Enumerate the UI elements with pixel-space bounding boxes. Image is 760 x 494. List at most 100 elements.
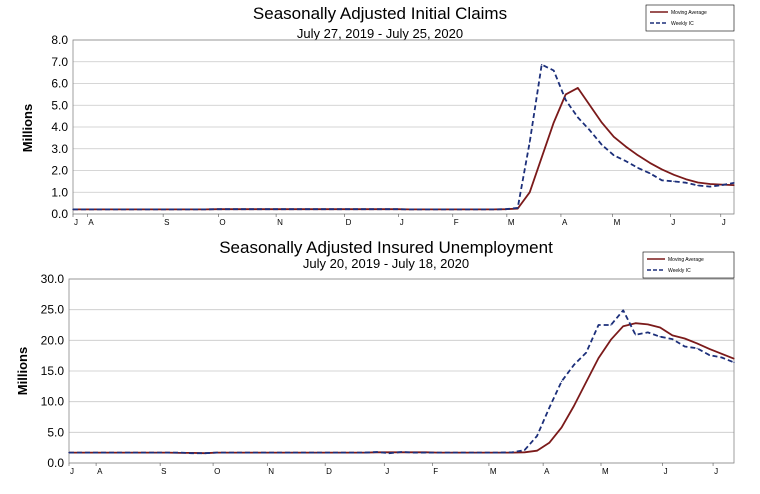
data-point [493, 208, 495, 210]
data-point [324, 208, 326, 210]
data-point [277, 452, 279, 454]
data-point [469, 208, 471, 210]
data-point [312, 208, 314, 210]
data-point [84, 208, 86, 210]
data-point [671, 338, 674, 340]
x-tick-label: J [385, 467, 389, 476]
data-point [661, 168, 663, 170]
data-point [80, 452, 82, 454]
chart-subtitle: July 27, 2019 - July 25, 2020 [297, 26, 463, 41]
data-point [388, 452, 390, 454]
data-point [733, 184, 735, 186]
data-point [400, 451, 403, 453]
data-point [661, 179, 663, 181]
data-point [180, 208, 182, 210]
x-tick-label: O [214, 467, 220, 476]
data-point [216, 208, 218, 210]
data-point [573, 405, 575, 407]
x-tick-label: J [722, 218, 726, 227]
data-point [721, 353, 723, 355]
x-tick-label: D [346, 218, 352, 227]
y-tick-label: 30.0 [41, 272, 65, 286]
x-tick-label: M [490, 467, 497, 476]
data-point [240, 452, 242, 454]
data-point [524, 449, 526, 451]
y-tick-label: 6.0 [51, 77, 68, 91]
data-point [685, 182, 687, 184]
data-point [142, 452, 144, 454]
data-point [499, 452, 501, 454]
legend-label-moving-average: Moving Average [668, 257, 704, 263]
data-point [425, 452, 427, 454]
data-point [290, 452, 292, 454]
data-point [360, 208, 362, 210]
data-point [288, 208, 290, 210]
x-tick-label: A [544, 467, 550, 476]
data-point [625, 160, 627, 162]
data-point [721, 184, 723, 186]
data-point [637, 167, 639, 169]
data-point [240, 208, 242, 210]
data-point [457, 208, 459, 210]
data-point [265, 452, 267, 454]
x-tick-label: N [277, 218, 283, 227]
data-point [548, 442, 550, 444]
data-point [336, 208, 338, 210]
x-tick-label: J [74, 218, 78, 227]
data-point [613, 136, 615, 138]
data-point [685, 178, 687, 180]
data-point [696, 342, 698, 344]
data-point [597, 324, 600, 326]
data-point [364, 452, 366, 454]
data-point [228, 208, 230, 210]
data-point [105, 452, 107, 454]
y-tick-label: 1.0 [51, 185, 68, 199]
data-point [601, 122, 603, 124]
x-tick-label: F [454, 218, 459, 227]
data-point [589, 104, 591, 106]
data-point [697, 184, 699, 187]
chart-title: Seasonally Adjusted Insured Unemployment [219, 238, 553, 257]
x-tick-label: J [664, 467, 668, 476]
y-tick-label: 25.0 [41, 303, 65, 317]
data-point [481, 208, 483, 210]
x-tick-label: N [268, 467, 274, 476]
data-point [351, 452, 353, 454]
data-point [684, 337, 686, 340]
data-point [553, 122, 555, 124]
data-point [93, 452, 95, 454]
data-point [536, 450, 538, 452]
data-point [529, 191, 531, 193]
data-point [541, 64, 543, 66]
data-point [437, 452, 439, 454]
x-tick-label: D [326, 467, 332, 476]
data-point [487, 452, 489, 454]
data-point [228, 452, 230, 454]
data-point [156, 208, 158, 210]
x-tick-label: J [70, 467, 74, 476]
data-point [649, 172, 651, 174]
x-tick-label: O [219, 218, 225, 227]
plot-frame [72, 39, 735, 215]
data-point [524, 451, 526, 453]
data-point [276, 208, 278, 210]
data-point [589, 129, 591, 131]
data-point [709, 183, 711, 185]
data-point [561, 380, 563, 382]
data-point [264, 208, 266, 210]
legend-box [642, 251, 735, 279]
insured-unemployment-chart: Seasonally Adjusted Insured Unemployment… [15, 238, 735, 476]
data-point [203, 452, 206, 454]
data-point [610, 339, 612, 341]
data-point [144, 208, 146, 210]
data-point [117, 452, 119, 454]
x-tick-label: J [714, 467, 718, 476]
y-tick-label: 5.0 [47, 425, 64, 439]
data-point [577, 87, 579, 89]
data-point [671, 334, 674, 336]
data-point [573, 364, 575, 366]
data-point [192, 208, 194, 210]
data-point [327, 452, 329, 454]
data-point [565, 99, 567, 101]
